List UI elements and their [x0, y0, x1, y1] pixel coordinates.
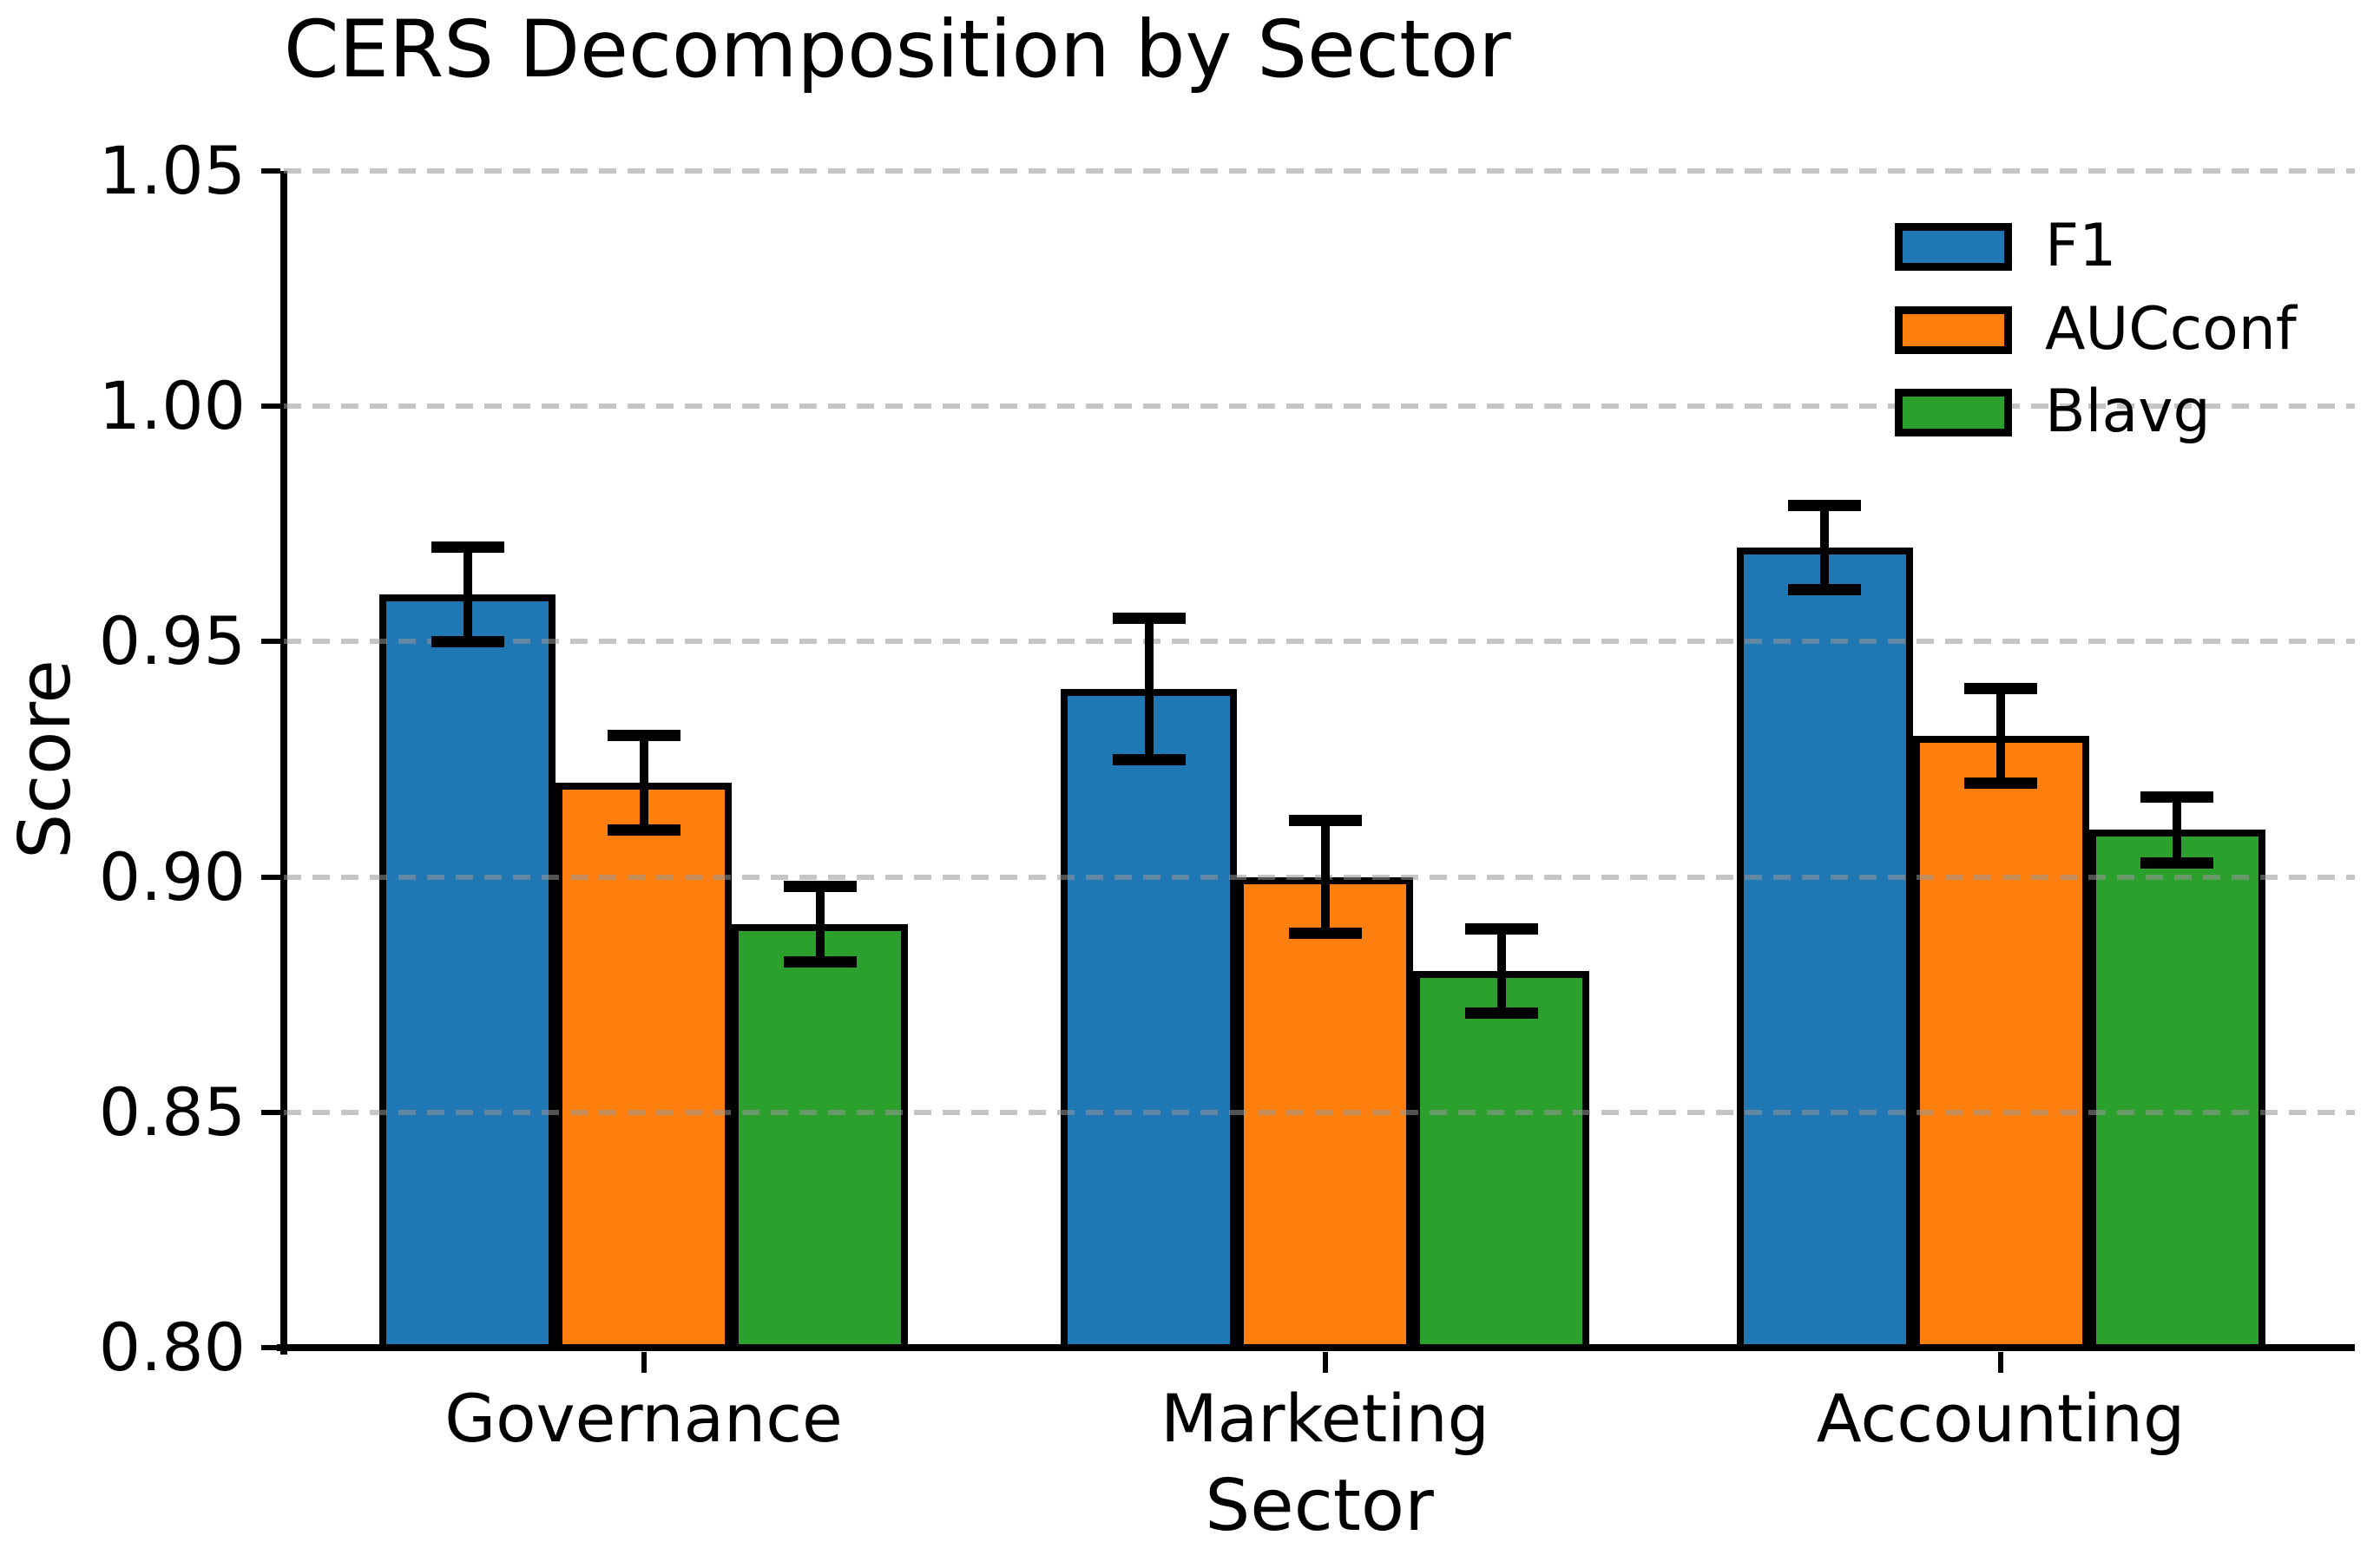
bar-governance-blavg [732, 923, 908, 1351]
error-bar-marketing-blavg [1496, 928, 1506, 1014]
x-tick-label-marketing: Marketing [1160, 1380, 1489, 1457]
y-tick-label-0.80: 0.80 [98, 1309, 246, 1386]
bar-marketing-f1 [1061, 688, 1237, 1351]
gridline-0.95 [284, 639, 2355, 645]
error-cap-bottom-marketing-aucconf [1288, 928, 1362, 940]
error-bar-governance-f1 [463, 547, 472, 642]
y-tick-label-0.85: 0.85 [98, 1073, 246, 1151]
x-tick-mark-marketing [1322, 1352, 1328, 1373]
y-tick-label-0.95: 0.95 [98, 602, 246, 680]
x-tick-mark-accounting [1998, 1352, 2003, 1373]
error-cap-top-accounting-f1 [1788, 499, 1861, 511]
y-tick-mark-0.80 [261, 1345, 280, 1350]
error-bar-governance-blavg [815, 886, 825, 962]
y-tick-mark-0.90 [261, 874, 280, 880]
error-cap-top-governance-blavg [783, 880, 857, 892]
error-bar-accounting-blavg [2173, 797, 2181, 863]
y-axis-spine [280, 171, 287, 1355]
y-tick-mark-1.00 [261, 404, 280, 410]
error-cap-top-marketing-aucconf [1288, 815, 1362, 826]
error-bar-marketing-aucconf [1320, 820, 1330, 934]
gridline-0.85 [284, 1109, 2355, 1115]
legend-label-f1: F1 [2045, 212, 2117, 280]
error-cap-bottom-governance-blavg [783, 955, 857, 968]
bar-governance-aucconf [556, 783, 732, 1351]
error-cap-top-marketing-f1 [1112, 612, 1186, 624]
error-cap-top-accounting-aucconf [1964, 683, 2037, 695]
gridline-1.05 [284, 168, 2355, 174]
legend-swatch-blavg [1895, 389, 2012, 436]
legend-swatch-aucconf [1895, 305, 2012, 354]
y-tick-mark-0.95 [261, 639, 280, 645]
error-cap-bottom-governance-f1 [431, 635, 504, 647]
error-cap-bottom-accounting-blavg [2140, 856, 2213, 869]
bar-marketing-blavg [1413, 971, 1589, 1351]
error-cap-top-governance-f1 [431, 541, 504, 554]
error-cap-bottom-accounting-f1 [1788, 584, 1861, 596]
y-tick-mark-1.05 [261, 168, 280, 174]
error-cap-top-marketing-blavg [1464, 922, 1538, 935]
legend-label-aucconf: AUCconf [2045, 294, 2297, 364]
gridline-0.90 [284, 874, 2355, 880]
legend-label-blavg: Blavg [2045, 377, 2211, 446]
bar-accounting-f1 [1736, 547, 1913, 1351]
gridline-1.00 [284, 404, 2355, 410]
error-bar-accounting-f1 [1820, 505, 1829, 590]
x-tick-mark-governance [641, 1352, 647, 1373]
y-tick-label-0.90: 0.90 [98, 837, 246, 915]
bar-governance-f1 [379, 594, 556, 1351]
y-tick-mark-0.85 [261, 1109, 280, 1115]
error-cap-bottom-accounting-aucconf [1964, 777, 2037, 789]
error-bar-governance-aucconf [639, 735, 648, 830]
error-cap-top-governance-aucconf [607, 730, 680, 742]
error-cap-bottom-marketing-f1 [1112, 753, 1186, 765]
y-tick-label-1.00: 1.00 [98, 367, 246, 445]
legend-swatch-f1 [1895, 223, 2012, 271]
x-tick-label-accounting: Accounting [1816, 1380, 2186, 1457]
error-bar-marketing-f1 [1144, 618, 1154, 759]
x-axis-label: Sector [1205, 1465, 1434, 1542]
error-cap-top-accounting-blavg [2140, 791, 2213, 803]
y-tick-label-1.05: 1.05 [98, 132, 246, 209]
error-cap-bottom-governance-aucconf [607, 823, 680, 836]
chart-title: CERS Decomposition by Sector [284, 4, 1511, 95]
bar-accounting-blavg [2088, 830, 2265, 1351]
error-bar-accounting-aucconf [1996, 688, 2005, 784]
bar-accounting-aucconf [1912, 735, 2089, 1351]
x-tick-label-governance: Governance [444, 1380, 843, 1457]
error-cap-bottom-marketing-blavg [1464, 1007, 1538, 1020]
